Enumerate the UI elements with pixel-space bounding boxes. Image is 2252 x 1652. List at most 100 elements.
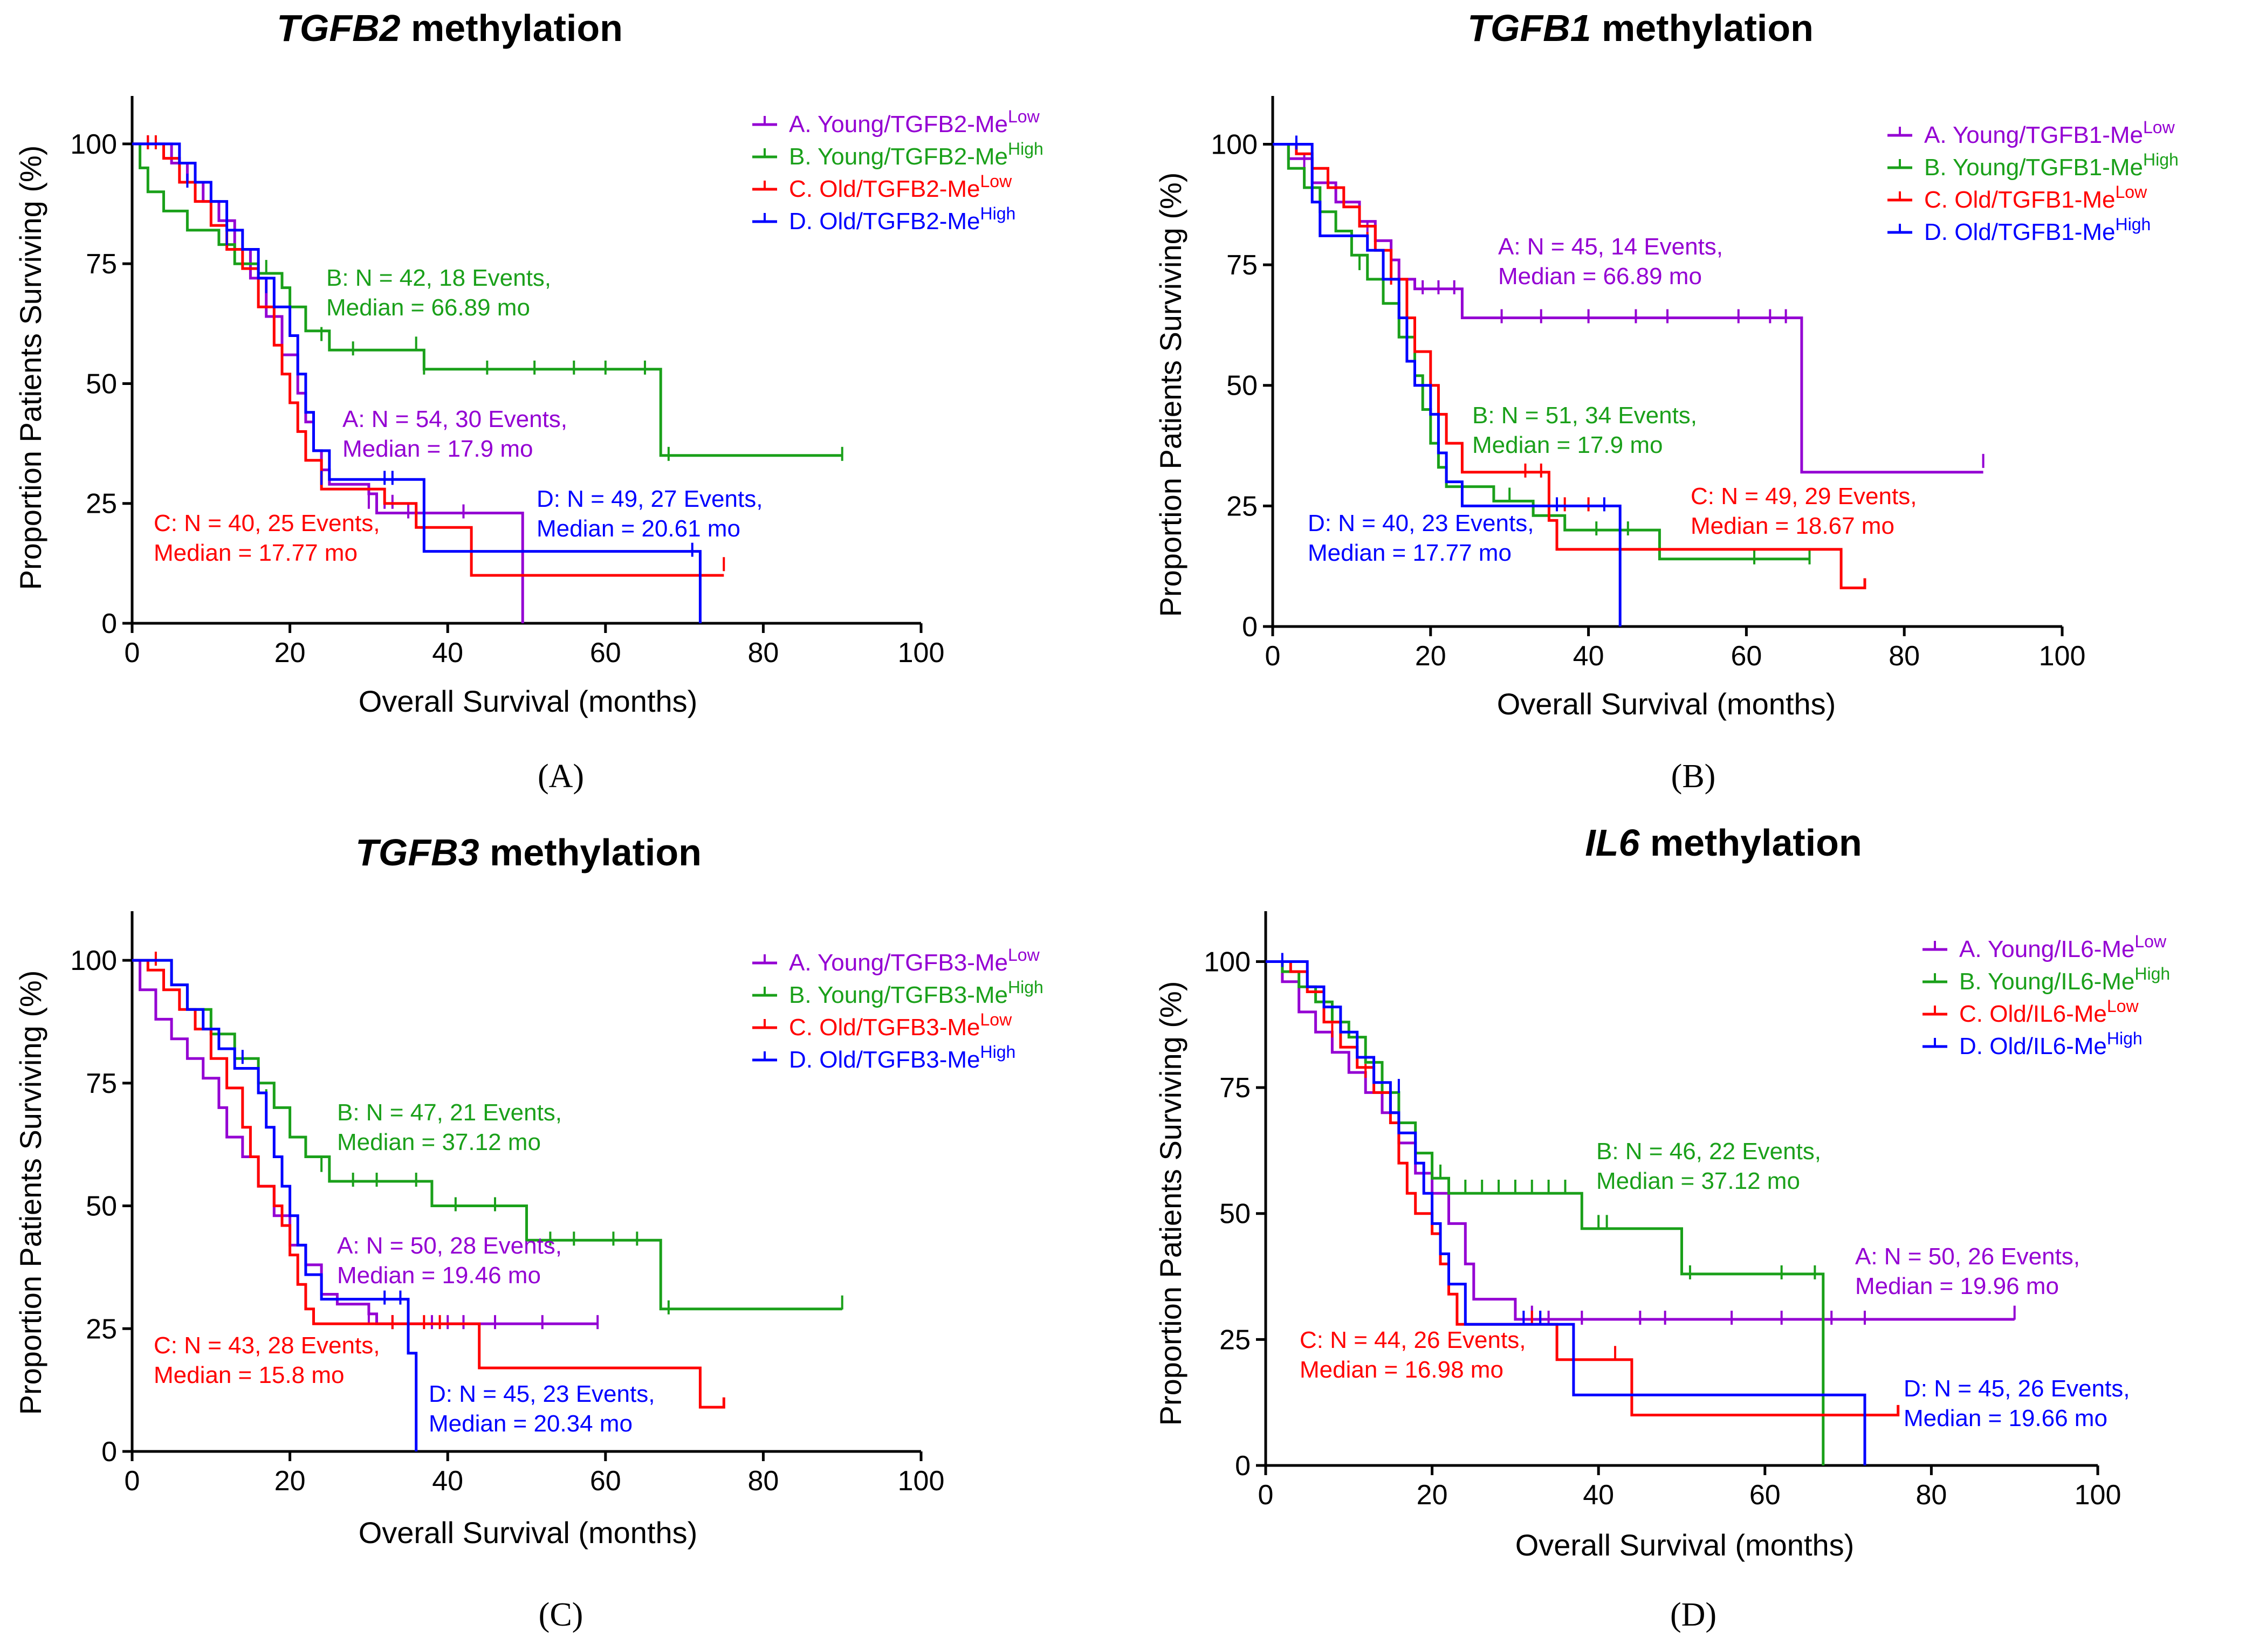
survival-curve-b bbox=[1266, 960, 1825, 1465]
annotation-c: Median = 15.8 mo bbox=[154, 1362, 344, 1388]
y-tick-label: 75 bbox=[86, 1068, 117, 1099]
legend-entry: B. Young/TGFB2-MeHigh bbox=[789, 139, 1043, 170]
legend-entry: D. Old/TGFB1-MeHigh bbox=[1924, 215, 2151, 245]
survival-curve-d bbox=[1273, 143, 1622, 627]
x-tick-label: 0 bbox=[125, 1465, 140, 1497]
y-tick-label: 0 bbox=[1235, 1450, 1251, 1482]
legend-entry: A. Young/TGFB1-MeLow bbox=[1924, 118, 2175, 148]
chart-title: TGFB3 methylation bbox=[355, 831, 702, 873]
y-tick-label: 75 bbox=[1219, 1072, 1251, 1104]
annotation-a: Median = 19.46 mo bbox=[337, 1262, 541, 1289]
annotation-c: C: N = 49, 29 Events, bbox=[1691, 483, 1917, 510]
survival-curve-c bbox=[132, 959, 725, 1409]
panel-label: (B) bbox=[1671, 758, 1716, 795]
annotation-a: Median = 19.96 mo bbox=[1855, 1273, 2059, 1299]
x-tick-label: 40 bbox=[1583, 1479, 1614, 1511]
annotation-c: C: N = 44, 26 Events, bbox=[1300, 1327, 1526, 1353]
legend-entry: D. Old/TGFB2-MeHigh bbox=[789, 204, 1015, 235]
annotation-b: B: N = 46, 22 Events, bbox=[1596, 1138, 1821, 1165]
axes: 0 20 40 60 80 100 0 25 50 75 100 bbox=[70, 911, 944, 1497]
x-tick-label: 80 bbox=[747, 1465, 779, 1497]
x-tick-label: 100 bbox=[898, 1465, 945, 1497]
legend-entry: B. Young/IL6-MeHigh bbox=[1959, 964, 2170, 995]
y-tick-label: 25 bbox=[1219, 1324, 1251, 1355]
annotation-a: A: N = 50, 26 Events, bbox=[1855, 1243, 2080, 1270]
annotation-a: Median = 17.9 mo bbox=[342, 436, 533, 462]
legend-entry: C. Old/TGFB3-MeLow bbox=[789, 1010, 1012, 1041]
x-axis-label: Overall Survival (months) bbox=[1515, 1528, 1855, 1562]
annotation-d: Median = 17.77 mo bbox=[1308, 540, 1512, 566]
x-axis-label: Overall Survival (months) bbox=[359, 1516, 698, 1550]
y-tick-label: 100 bbox=[1211, 129, 1258, 160]
annotations: A: N = 45, 14 Events, Median = 66.89 mo B:… bbox=[1308, 233, 1917, 566]
survival-curve-b bbox=[1273, 143, 1810, 561]
x-tick-label: 100 bbox=[2039, 641, 2086, 672]
y-tick-label: 50 bbox=[1226, 370, 1258, 402]
annotation-b: Median = 66.89 mo bbox=[326, 294, 530, 321]
legend-entry: A. Young/TGFB2-MeLow bbox=[789, 107, 1040, 137]
annotation-d: D: N = 45, 26 Events, bbox=[1904, 1375, 2130, 1402]
y-tick-label: 0 bbox=[1242, 611, 1258, 643]
legend-entry: B. Young/TGFB3-MeHigh bbox=[789, 978, 1043, 1008]
annotation-b: B: N = 51, 34 Events, bbox=[1472, 402, 1697, 429]
y-tick-label: 50 bbox=[86, 1191, 117, 1222]
legend-entry: C. Old/TGFB2-MeLow bbox=[789, 171, 1012, 202]
survival-curve-c bbox=[132, 142, 724, 577]
annotations: A: N = 50, 26 Events, Median = 19.96 mo B:… bbox=[1300, 1138, 2130, 1431]
x-tick-label: 80 bbox=[1889, 641, 1920, 672]
x-tick-label: 80 bbox=[747, 637, 779, 669]
x-tick-label: 60 bbox=[1731, 641, 1762, 672]
annotation-d: Median = 19.66 mo bbox=[1904, 1405, 2107, 1431]
x-tick-label: 20 bbox=[274, 1465, 306, 1497]
x-axis-label: Overall Survival (months) bbox=[359, 684, 698, 718]
legend-entry: C. Old/IL6-MeLow bbox=[1959, 996, 2139, 1027]
x-tick-label: 60 bbox=[590, 637, 621, 669]
chart-title: TGFB1 methylation bbox=[1467, 7, 1814, 49]
x-axis-label: Overall Survival (months) bbox=[1497, 687, 1836, 721]
y-tick-label: 0 bbox=[101, 608, 117, 639]
legend-entry: C. Old/TGFB1-MeLow bbox=[1924, 182, 2147, 213]
x-tick-label: 60 bbox=[1749, 1479, 1781, 1511]
x-tick-label: 100 bbox=[898, 637, 945, 669]
legend-entry: A. Young/IL6-MeLow bbox=[1959, 932, 2167, 962]
annotation-a: A: N = 50, 28 Events, bbox=[337, 1233, 562, 1259]
plot-area bbox=[1273, 135, 1985, 627]
legend-entry: A. Young/TGFB3-MeLow bbox=[789, 945, 1040, 976]
survival-curve-d bbox=[1266, 960, 1866, 1465]
annotation-d: D: N = 40, 23 Events, bbox=[1308, 510, 1534, 536]
x-tick-label: 100 bbox=[2075, 1479, 2121, 1511]
annotation-d: Median = 20.61 mo bbox=[537, 515, 740, 542]
annotation-a: A: N = 45, 14 Events, bbox=[1498, 233, 1723, 260]
panel-label: (D) bbox=[1670, 1596, 1717, 1633]
x-tick-label: 20 bbox=[274, 637, 306, 669]
legend-entry: B. Young/TGFB1-MeHigh bbox=[1924, 150, 2179, 181]
annotation-c: Median = 16.98 mo bbox=[1300, 1357, 1503, 1383]
x-tick-label: 40 bbox=[432, 637, 463, 669]
panel-tgfb3: TGFB3 methylation Proportion Patients Su… bbox=[13, 831, 1043, 1633]
axes: 0 20 40 60 80 100 0 25 50 75 100 bbox=[70, 96, 944, 669]
annotation-b: Median = 17.9 mo bbox=[1472, 432, 1663, 458]
annotation-b: Median = 37.12 mo bbox=[1596, 1168, 1800, 1194]
legend-entry: D. Old/TGFB3-MeHigh bbox=[789, 1042, 1015, 1073]
x-tick-label: 40 bbox=[432, 1465, 463, 1497]
annotations: A: N = 54, 30 Events, Median = 17.9 mo B: … bbox=[154, 265, 763, 566]
x-tick-label: 80 bbox=[1915, 1479, 1947, 1511]
annotation-d: D: N = 45, 23 Events, bbox=[429, 1381, 655, 1407]
plot-area bbox=[132, 952, 843, 1451]
x-tick-label: 0 bbox=[125, 637, 140, 669]
plot-area bbox=[132, 135, 843, 623]
chart-title: TGFB2 methylation bbox=[277, 7, 623, 49]
y-tick-label: 100 bbox=[70, 129, 117, 160]
axes: 0 20 40 60 80 100 0 25 50 75 100 bbox=[1211, 96, 2085, 672]
y-tick-label: 100 bbox=[1204, 946, 1251, 978]
panel-tgfb2: TGFB2 methylation Proportion Patients Su… bbox=[13, 7, 1043, 795]
y-axis-label: Proportion Patients Surviving (%) bbox=[1154, 981, 1187, 1426]
annotation-c: C: N = 40, 25 Events, bbox=[154, 510, 380, 536]
annotation-c: Median = 18.67 mo bbox=[1691, 513, 1894, 539]
y-tick-label: 100 bbox=[70, 945, 117, 976]
